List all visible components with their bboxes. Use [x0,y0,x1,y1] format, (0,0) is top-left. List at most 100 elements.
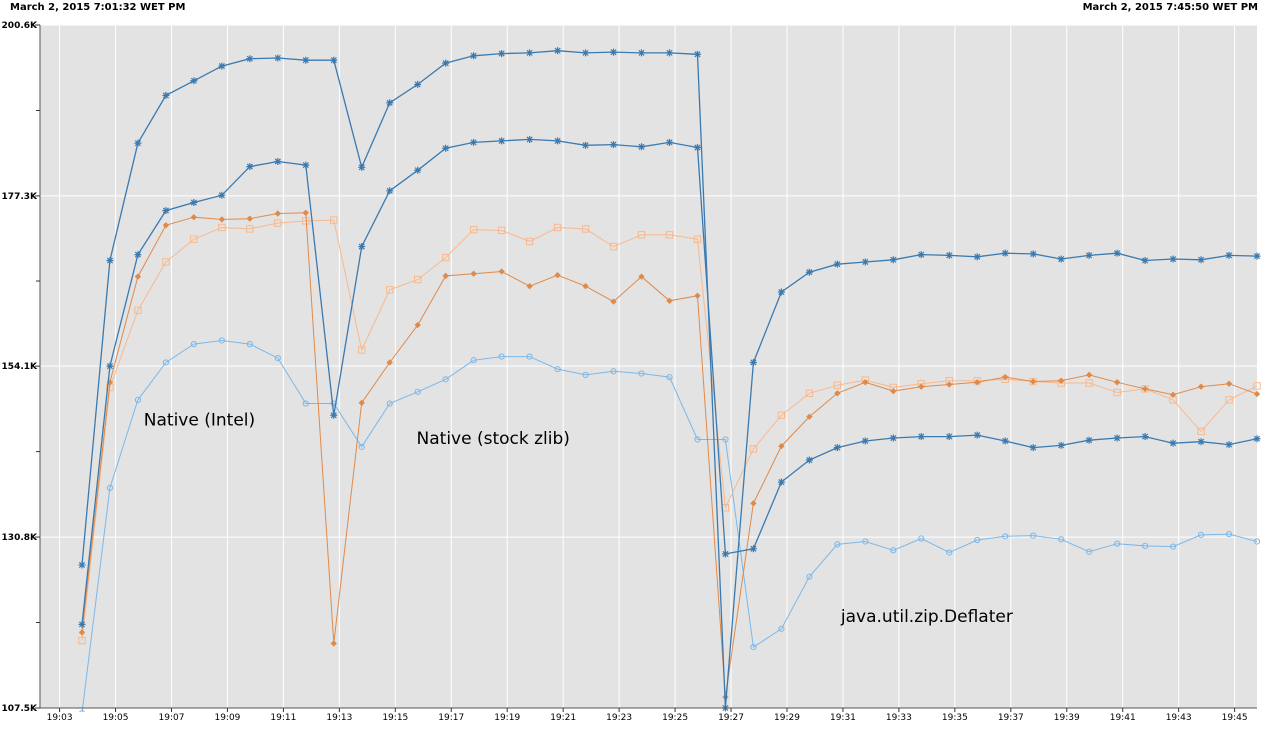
data-point [750,644,757,651]
data-point [582,49,590,57]
data-point [946,381,953,388]
data-point [582,141,590,149]
data-point [190,214,198,221]
data-point [274,157,282,165]
x-tick-label: 19:33 [886,713,912,723]
axes: 107.5K 130.8K 154.1K 177.3K 200.6K 19:03 19:05… [2,21,1257,723]
data-point [1085,371,1093,379]
data-point [777,478,785,486]
annotations: Native (Intel) Native (stock zlib) java.ut… [144,411,1013,628]
x-tick-label: 19:17 [438,713,464,723]
data-point [862,538,869,545]
data-point [441,253,450,262]
x-tick-label: 19:39 [1054,713,1080,723]
data-point [78,620,86,628]
data-point [469,225,478,234]
data-point [582,283,589,290]
data-point [1113,249,1121,257]
data-point [554,47,562,55]
data-point [553,223,562,232]
y-tick-label: 130.8K [2,533,38,543]
data-point [693,50,701,58]
data-point [1225,380,1233,387]
data-point [693,144,701,152]
data-point [777,288,785,296]
data-point [78,636,86,645]
data-point [1085,436,1093,444]
data-point [526,49,534,57]
data-point [498,353,505,360]
data-point [609,242,618,251]
data-point [442,376,449,383]
data-point [1029,444,1037,452]
data-point [190,77,198,85]
data-point [218,223,226,232]
data-point [246,55,254,63]
x-tick-label: 19:19 [494,713,520,723]
data-point [358,443,365,450]
data-point [554,137,562,145]
data-point [1002,373,1009,381]
data-point [190,199,198,207]
x-tick-label: 19:15 [382,713,408,723]
y-tick-label: 200.6K [2,21,38,31]
data-point [330,216,338,224]
data-point [805,456,813,464]
data-point [945,433,953,441]
data-point [749,358,757,366]
data-point [805,268,813,276]
series-1 [78,47,1261,712]
x-tick-label: 19:31 [830,713,856,723]
data-point [134,251,142,259]
data-point [358,399,365,406]
annotation-label: java.util.zip.Deflater [840,607,1013,627]
x-tick-label: 19:05 [103,713,129,723]
data-point [302,161,310,169]
data-point [1058,536,1065,543]
x-tick-label: 19:09 [214,713,240,723]
data-point [274,54,282,62]
data-point [610,141,618,149]
data-point [386,400,393,407]
data-point [470,270,477,277]
data-point [274,210,281,217]
data-point [162,359,169,366]
data-point [834,541,841,548]
data-point [665,49,673,57]
data-point [414,321,421,329]
data-point [134,306,142,315]
data-point [246,163,254,171]
data-point [974,379,981,386]
series-5 [79,337,1261,712]
data-point [78,629,86,636]
data-point [246,215,253,222]
data-point [777,411,786,419]
data-point [134,396,142,403]
data-point [1057,377,1065,384]
data-point [581,225,590,233]
data-point [1253,382,1261,390]
data-point [890,547,897,554]
data-point [1225,441,1233,449]
data-point [1086,548,1093,555]
data-point [162,91,170,99]
data-point [610,298,617,305]
data-point [162,207,170,215]
data-point [525,237,534,246]
y-tick-label: 177.3K [2,192,38,202]
data-point [274,354,281,362]
data-point [134,139,142,147]
data-point [526,283,533,290]
data-point [973,431,981,439]
x-tick-label: 19:13 [326,713,352,723]
data-point [106,362,114,370]
series-group [78,47,1261,712]
data-point [1253,252,1261,260]
data-point [833,260,841,268]
data-point [1113,388,1121,397]
data-point [386,187,394,195]
data-point [358,243,366,251]
data-point [1225,531,1233,538]
data-point [638,273,645,280]
x-tick-label: 19:25 [662,713,688,723]
